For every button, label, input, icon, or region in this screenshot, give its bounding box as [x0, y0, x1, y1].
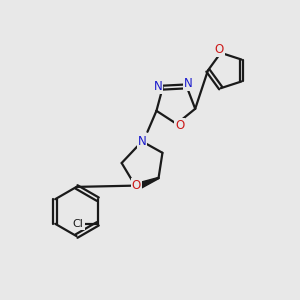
Text: O: O	[214, 43, 224, 56]
Text: Cl: Cl	[73, 219, 84, 229]
Text: N: N	[184, 77, 193, 90]
Polygon shape	[139, 178, 159, 188]
Text: N: N	[138, 135, 146, 148]
Text: O: O	[175, 119, 184, 132]
Text: N: N	[154, 80, 163, 93]
Text: O: O	[132, 179, 141, 192]
